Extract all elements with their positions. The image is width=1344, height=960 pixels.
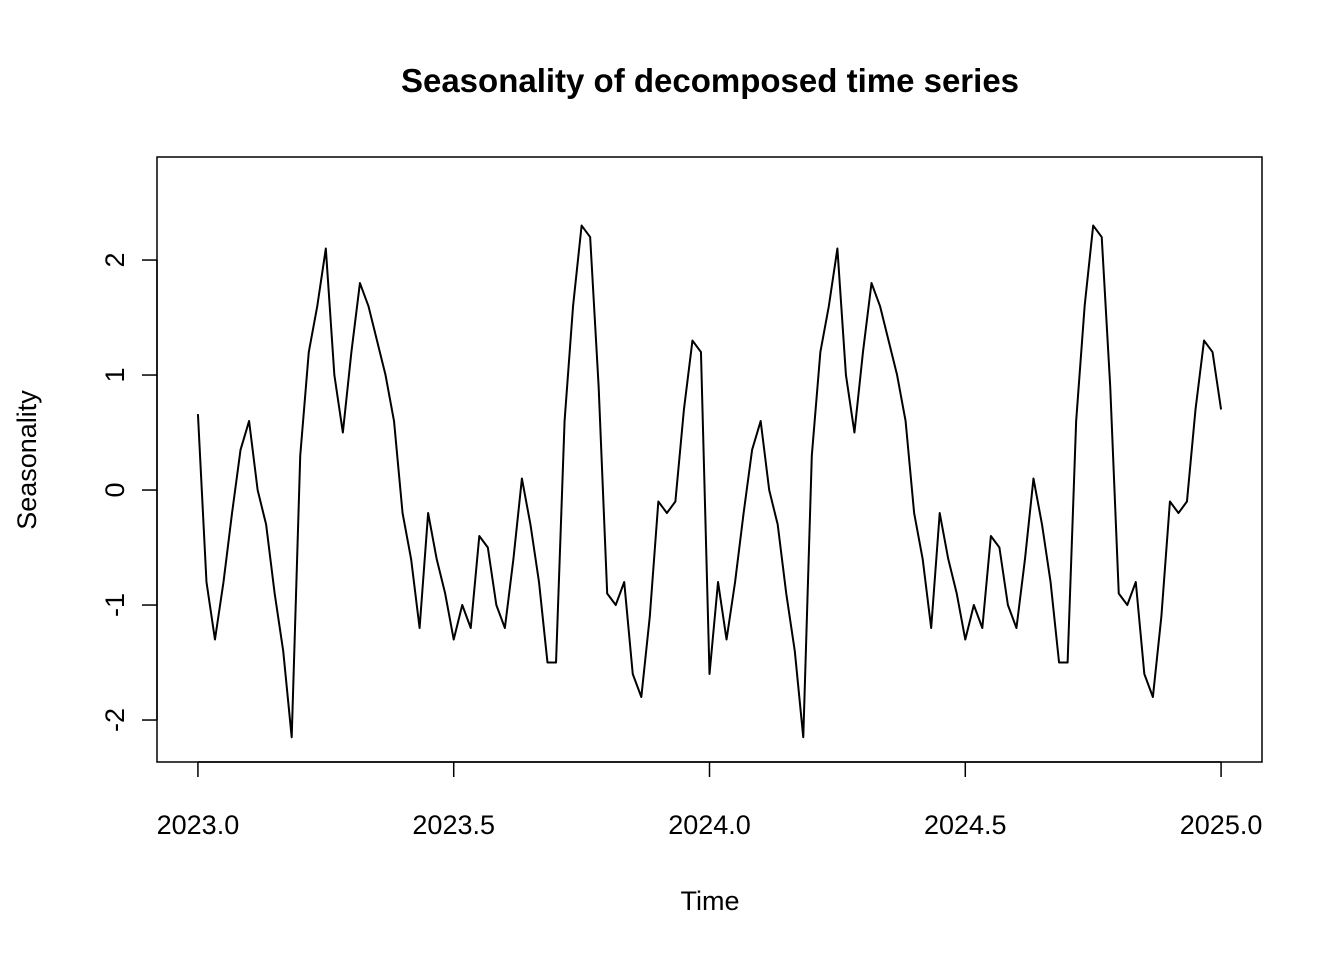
y-tick-label: -2 bbox=[100, 708, 130, 732]
x-axis-label: Time bbox=[681, 886, 740, 916]
y-tick-label: -1 bbox=[100, 593, 130, 617]
x-tick-label: 2025.0 bbox=[1180, 810, 1263, 840]
x-tick-label: 2023.0 bbox=[157, 810, 240, 840]
series-line bbox=[196, 224, 1223, 739]
chart-title: Seasonality of decomposed time series bbox=[401, 62, 1019, 99]
y-tick-label: 2 bbox=[100, 253, 130, 268]
x-tick-label: 2024.0 bbox=[668, 810, 751, 840]
x-tick-label: 2024.5 bbox=[924, 810, 1007, 840]
y-tick-label: 0 bbox=[100, 483, 130, 498]
x-tick-label: 2023.5 bbox=[412, 810, 495, 840]
y-axis-label: Seasonality bbox=[12, 390, 42, 530]
y-tick-label: 1 bbox=[100, 368, 130, 383]
